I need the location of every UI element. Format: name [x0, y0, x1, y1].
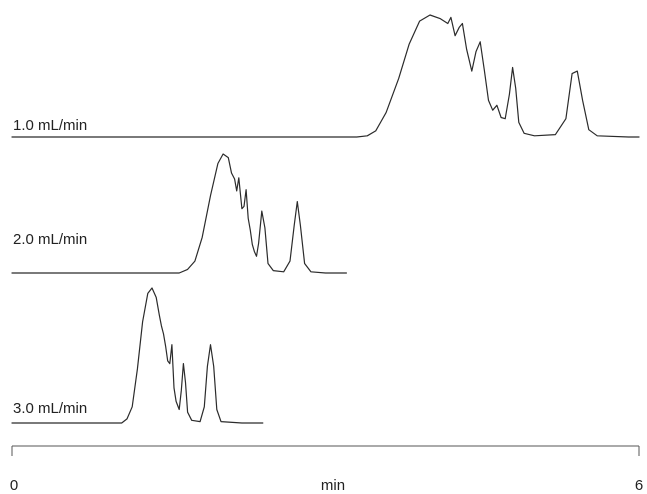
trace-1-0-ml-min [11, 14, 640, 138]
x-axis-title: min [321, 477, 345, 494]
series-label-2-0-ml-min: 2.0 mL/min [13, 231, 87, 248]
trace-3-0-ml-min [11, 287, 264, 424]
x-tick-label-end: 6 [635, 477, 643, 494]
x-tick-label-start: 0 [10, 477, 18, 494]
series-label-3-0-ml-min: 3.0 mL/min [13, 400, 87, 417]
trace-2-0-ml-min [11, 153, 347, 274]
series-label-1-0-ml-min: 1.0 mL/min [13, 117, 87, 134]
